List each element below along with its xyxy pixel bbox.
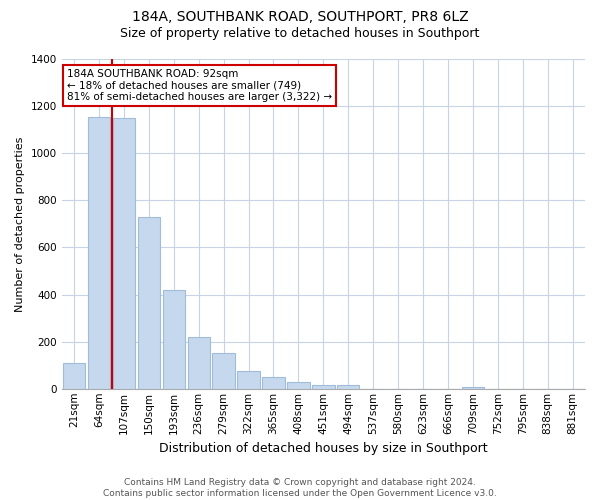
Bar [88,116,110,389]
Bar [163,290,185,389]
Bar [262,377,285,389]
Text: Size of property relative to detached houses in Southport: Size of property relative to detached ho… [121,28,479,40]
Bar [312,384,335,389]
Text: 184A, SOUTHBANK ROAD, SOUTHPORT, PR8 6LZ: 184A, SOUTHBANK ROAD, SOUTHPORT, PR8 6LZ [131,10,469,24]
Bar [188,337,210,389]
Bar [63,363,85,389]
Text: 184A SOUTHBANK ROAD: 92sqm
← 18% of detached houses are smaller (749)
81% of sem: 184A SOUTHBANK ROAD: 92sqm ← 18% of deta… [67,69,332,102]
Bar [461,387,484,389]
Bar [212,354,235,389]
Y-axis label: Number of detached properties: Number of detached properties [15,136,25,312]
Bar [113,118,135,389]
Bar [238,371,260,389]
X-axis label: Distribution of detached houses by size in Southport: Distribution of detached houses by size … [159,442,488,455]
Bar [337,386,359,389]
Bar [137,217,160,389]
Text: Contains HM Land Registry data © Crown copyright and database right 2024.
Contai: Contains HM Land Registry data © Crown c… [103,478,497,498]
Bar [287,382,310,389]
